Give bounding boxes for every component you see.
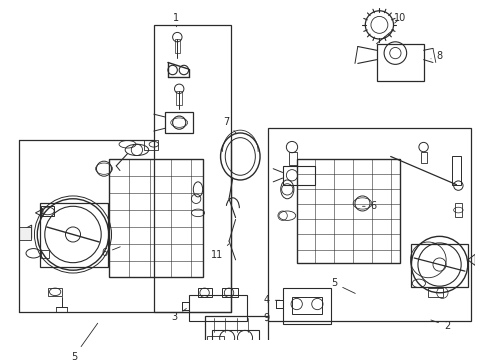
Bar xyxy=(452,157,461,185)
Text: 9: 9 xyxy=(264,313,270,323)
Bar xyxy=(212,330,259,351)
Bar xyxy=(48,288,62,296)
Text: 2: 2 xyxy=(431,320,450,330)
Text: 3: 3 xyxy=(172,309,186,322)
Bar xyxy=(412,244,468,287)
Bar xyxy=(377,44,423,81)
Text: 6: 6 xyxy=(363,201,377,211)
Bar xyxy=(189,294,247,321)
Bar xyxy=(289,152,296,165)
Bar xyxy=(269,128,470,321)
Bar xyxy=(41,206,54,216)
Bar xyxy=(109,159,203,277)
Bar xyxy=(207,336,224,345)
Text: 11: 11 xyxy=(211,244,229,260)
Bar xyxy=(41,251,49,258)
Bar xyxy=(428,288,443,297)
Bar xyxy=(165,112,194,133)
Bar xyxy=(455,203,462,217)
Bar xyxy=(20,227,31,240)
Text: 10: 10 xyxy=(394,13,406,23)
Text: 8: 8 xyxy=(431,51,442,61)
Text: 5: 5 xyxy=(71,323,98,360)
Bar xyxy=(198,288,212,297)
Bar xyxy=(283,166,316,185)
Bar xyxy=(154,25,231,311)
Bar xyxy=(296,159,400,263)
Bar xyxy=(145,140,158,150)
Text: 5: 5 xyxy=(331,278,355,293)
Bar xyxy=(292,297,322,314)
Bar xyxy=(174,39,180,53)
Text: 4: 4 xyxy=(264,295,280,305)
Bar xyxy=(176,91,182,105)
Bar xyxy=(221,288,239,297)
Bar xyxy=(421,152,427,163)
Bar xyxy=(205,316,269,346)
Bar xyxy=(283,288,331,324)
Text: 7: 7 xyxy=(223,117,237,134)
Bar xyxy=(206,354,272,360)
Bar xyxy=(40,203,108,267)
Text: 1: 1 xyxy=(173,13,179,27)
Text: 6: 6 xyxy=(101,247,120,258)
